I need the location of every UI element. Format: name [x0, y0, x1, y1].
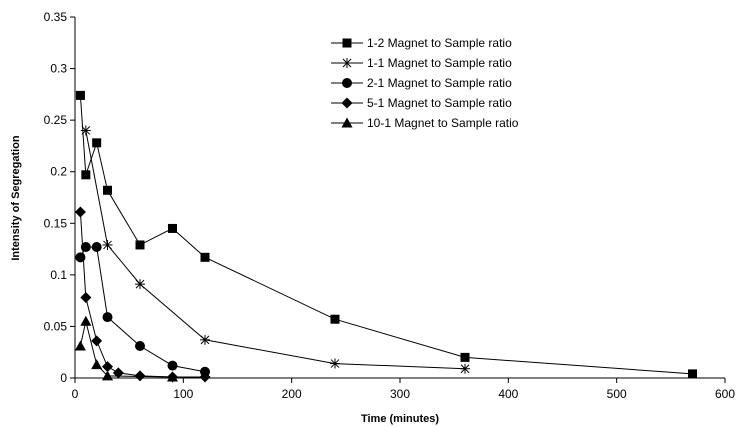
data-point-star [80, 125, 91, 136]
legend-item: 5-1 Magnet to Sample ratio [331, 96, 512, 110]
data-point-circle [135, 341, 145, 352]
y-tick-label: 0.35 [44, 10, 68, 24]
data-point-diamond [91, 335, 103, 347]
data-point-triangle [167, 371, 178, 382]
legend-item: 1-1 Magnet to Sample ratio [331, 56, 512, 70]
data-point-circle [102, 312, 113, 323]
data-point-star [135, 279, 145, 290]
data-point-square [200, 252, 210, 262]
data-point-star [102, 239, 113, 250]
data-point-square [460, 352, 470, 362]
data-point-square [168, 223, 177, 233]
series-line [85, 130, 466, 370]
data-point-star [330, 358, 340, 369]
legend: 1-2 Magnet to Sample ratio 1-1 Magnet to … [331, 36, 519, 130]
data-point-square [342, 38, 352, 48]
y-axis-title: Intensity of Segregation [10, 135, 22, 261]
data-point-star [460, 363, 470, 374]
legend-item: 10-1 Magnet to Sample ratio [331, 116, 519, 130]
legend-label: 5-1 Magnet to Sample ratio [367, 96, 512, 110]
data-point-triangle [80, 315, 92, 326]
data-point-square [81, 170, 91, 180]
data-point-circle [167, 360, 178, 371]
data-point-triangle [91, 359, 103, 370]
data-point-diamond [134, 370, 146, 382]
data-point-circle [91, 242, 102, 253]
data-point-square [135, 240, 145, 250]
x-tick-label: 0 [72, 387, 79, 401]
series-layer [74, 90, 697, 383]
data-point-square [92, 138, 102, 148]
data-point-triangle [102, 370, 113, 381]
x-tick-label: 200 [282, 387, 302, 401]
series-line [79, 95, 693, 375]
data-point-diamond [80, 292, 92, 304]
data-point-triangle [341, 117, 353, 128]
series-line [79, 246, 206, 373]
data-point-square [103, 185, 112, 195]
data-point-square [688, 369, 697, 379]
data-point-star [200, 334, 210, 345]
series-square [75, 90, 697, 379]
data-point-diamond [341, 97, 353, 109]
series-circle [75, 242, 210, 377]
y-tick-label: 0.1 [50, 268, 67, 282]
series-star [80, 125, 470, 374]
legend-label: 2-1 Magnet to Sample ratio [367, 76, 512, 90]
data-point-circle [80, 242, 91, 253]
data-point-square [330, 314, 340, 324]
legend-item: 2-1 Magnet to Sample ratio [331, 76, 512, 90]
legend-label: 1-2 Magnet to Sample ratio [367, 36, 512, 50]
x-tick-label: 600 [715, 387, 735, 401]
axes [74, 17, 725, 379]
data-point-square [75, 90, 85, 100]
data-point-diamond [199, 371, 211, 383]
data-point-diamond [74, 206, 86, 218]
y-tick-label: 0.3 [50, 62, 67, 76]
legend-item: 1-2 Magnet to Sample ratio [331, 36, 512, 50]
legend-label: 10-1 Magnet to Sample ratio [367, 116, 519, 130]
x-axis-title: Time (minutes) [361, 413, 439, 425]
series-line [79, 211, 205, 378]
legend-label: 1-1 Magnet to Sample ratio [367, 56, 512, 70]
y-tick-label: 0 [60, 371, 67, 385]
x-tick-label: 100 [173, 387, 193, 401]
x-tick-label: 500 [607, 387, 627, 401]
y-tick-label: 0.2 [50, 165, 67, 179]
ticks: 0 100 200 300 400 500 600 0 0.05 0.1 0.15 0.2 0.25 0.… [44, 10, 736, 401]
series-diamond [74, 206, 211, 383]
y-tick-label: 0.05 [44, 319, 68, 333]
data-point-circle [342, 78, 352, 88]
data-point-diamond [112, 367, 124, 379]
data-point-triangle [74, 340, 86, 351]
series-triangle [74, 315, 178, 382]
data-point-star [342, 58, 352, 68]
x-tick-label: 400 [498, 387, 518, 401]
x-tick-label: 300 [390, 387, 410, 401]
y-tick-label: 0.15 [44, 216, 68, 230]
y-tick-label: 0.25 [44, 113, 68, 127]
data-point-diamond [102, 361, 113, 373]
